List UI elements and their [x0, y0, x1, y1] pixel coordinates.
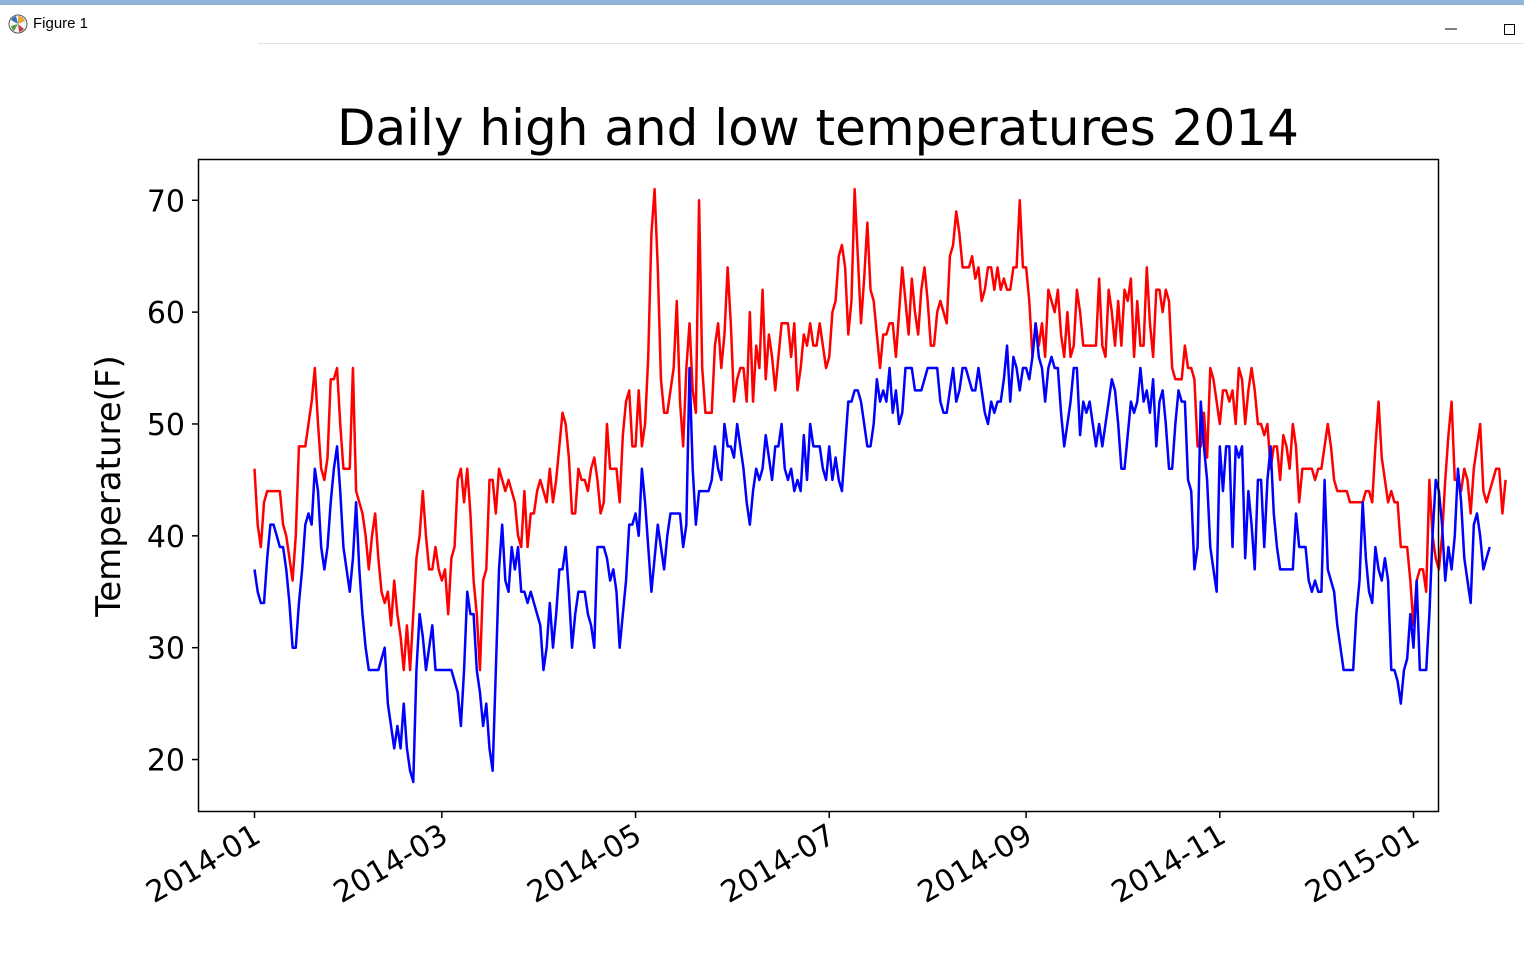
series-line-low: [253, 322, 1491, 784]
maximize-button[interactable]: [1486, 10, 1524, 40]
plot-area-frame: [197, 158, 1440, 813]
y-tick-label: 20: [147, 744, 185, 779]
minimize-icon: [1445, 28, 1457, 30]
x-tick-label: 2014-03: [328, 818, 454, 911]
minimize-button[interactable]: [1428, 10, 1474, 40]
x-tick-label: 2014-01: [140, 818, 266, 911]
maximize-icon: [1504, 24, 1515, 35]
matplotlib-logo-icon: [8, 14, 28, 34]
window-titlebar[interactable]: Figure 1: [0, 5, 1524, 43]
x-axis-ticks: 2014-01 2014-03 2014-05 2014-07 2014-09 2014-…: [140, 811, 1426, 911]
x-tick-label: 2014-09: [912, 818, 1038, 911]
y-tick-label: 60: [147, 296, 185, 331]
window-top-border: [0, 0, 1524, 5]
chart-title: Daily high and low temperatures 2014: [337, 99, 1299, 157]
window-title: Figure 1: [33, 15, 89, 32]
x-tick-label: 2015-01: [1299, 818, 1425, 911]
plot-series: [253, 187, 1507, 784]
y-tick-label: 50: [147, 408, 185, 443]
y-tick-label: 70: [147, 184, 185, 219]
series-line-high: [253, 187, 1507, 672]
toolbar-separator: [258, 43, 1524, 44]
x-tick-label: 2014-07: [715, 818, 841, 911]
y-axis-label: Temperature(F): [89, 355, 129, 617]
y-tick-label: 30: [147, 632, 185, 667]
y-tick-label: 40: [147, 520, 185, 555]
x-tick-label: 2014-05: [521, 818, 647, 911]
y-axis-ticks: 20 30 40 50 60 70: [147, 184, 199, 779]
x-tick-label: 2014-11: [1106, 818, 1232, 911]
